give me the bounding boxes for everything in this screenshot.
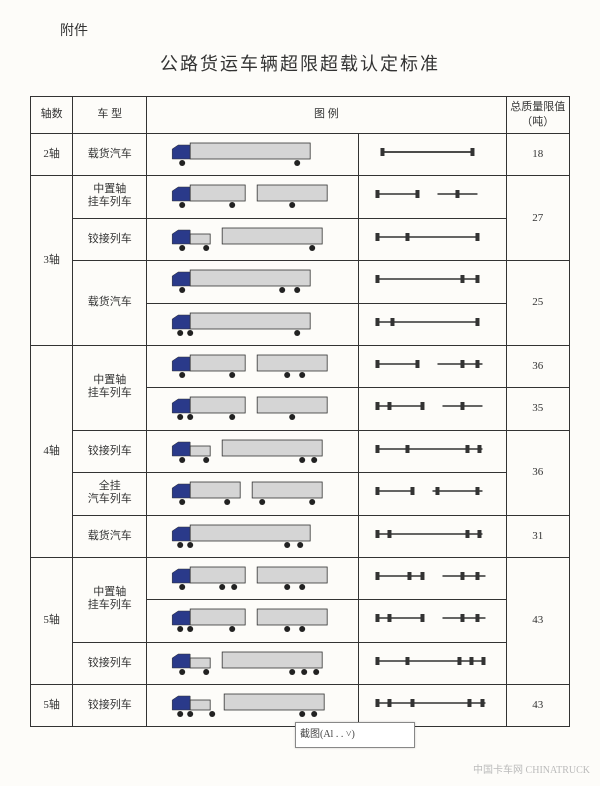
vehicle-type: 铰接列车 xyxy=(73,642,147,684)
truck-illustration xyxy=(147,261,358,303)
col-illustration: 图 例 xyxy=(147,97,506,134)
axle-schematic xyxy=(358,261,506,303)
axle-schematic xyxy=(358,176,506,218)
axle-schematic xyxy=(358,430,506,472)
snip-tool-overlay: 截图(Al . . ˅) xyxy=(295,722,415,748)
axle-schematic xyxy=(358,134,506,176)
table-row: 5轴铰接列车 43 xyxy=(31,685,570,727)
vehicle-type: 中置轴挂车列车 xyxy=(73,345,147,430)
axle-schematic xyxy=(358,303,506,345)
vehicle-type: 载货汽车 xyxy=(73,261,147,346)
truck-illustration xyxy=(147,176,358,218)
table-row: 铰接列车 xyxy=(31,218,570,260)
truck-illustration xyxy=(147,430,358,472)
table-row: 3轴中置轴挂车列车27 xyxy=(31,176,570,218)
axle-schematic xyxy=(358,473,506,515)
weight-limit: 43 xyxy=(506,685,569,727)
col-type: 车 型 xyxy=(73,97,147,134)
truck-illustration xyxy=(147,473,358,515)
truck-illustration xyxy=(147,642,358,684)
truck-illustration xyxy=(147,345,358,387)
truck-illustration xyxy=(147,218,358,260)
table-row: 4轴中置轴挂车列车36 xyxy=(31,345,570,387)
axle-count: 3轴 xyxy=(31,176,73,346)
axle-count: 4轴 xyxy=(31,345,73,557)
vehicle-type: 全挂汽车列车 xyxy=(73,473,147,515)
weight-limit: 25 xyxy=(506,261,569,346)
axle-schematic xyxy=(358,557,506,599)
weight-limit: 31 xyxy=(506,515,569,557)
axle-schematic xyxy=(358,600,506,642)
truck-illustration xyxy=(147,303,358,345)
watermark: 中国卡车网 CHINATRUCK xyxy=(473,761,590,776)
truck-illustration xyxy=(147,557,358,599)
col-limit: 总质量限值（吨） xyxy=(506,97,569,134)
axle-schematic xyxy=(358,388,506,430)
page-title: 公路货运车辆超限超载认定标准 xyxy=(30,50,570,76)
axle-count: 2轴 xyxy=(31,134,73,176)
axle-schematic xyxy=(358,685,506,727)
attachment-label: 附件 xyxy=(60,20,570,40)
weight-limit: 27 xyxy=(506,176,569,261)
weight-limit: 36 xyxy=(506,430,569,515)
vehicle-type: 铰接列车 xyxy=(73,685,147,727)
axle-count: 5轴 xyxy=(31,557,73,684)
truck-illustration xyxy=(147,515,358,557)
table-row: 载货汽车 31 xyxy=(31,515,570,557)
axle-schematic xyxy=(358,642,506,684)
table-row: 2轴载货汽车 18 xyxy=(31,134,570,176)
standards-table: 轴数 车 型 图 例 总质量限值（吨） 2轴载货汽车183轴中置轴挂车列车27铰… xyxy=(30,96,570,727)
weight-limit: 35 xyxy=(506,388,569,430)
table-row: 铰接列车 xyxy=(31,642,570,684)
weight-limit: 36 xyxy=(506,345,569,387)
col-axle: 轴数 xyxy=(31,97,73,134)
vehicle-type: 中置轴挂车列车 xyxy=(73,176,147,218)
weight-limit: 18 xyxy=(506,134,569,176)
weight-limit: 43 xyxy=(506,557,569,684)
vehicle-type: 载货汽车 xyxy=(73,515,147,557)
table-row: 载货汽车25 xyxy=(31,261,570,303)
truck-illustration xyxy=(147,600,358,642)
vehicle-type: 中置轴挂车列车 xyxy=(73,557,147,642)
table-row: 全挂汽车列车 xyxy=(31,473,570,515)
vehicle-type: 载货汽车 xyxy=(73,134,147,176)
axle-schematic xyxy=(358,345,506,387)
axle-count: 5轴 xyxy=(31,685,73,727)
table-row: 铰接列车36 xyxy=(31,430,570,472)
truck-illustration xyxy=(147,685,358,727)
vehicle-type: 铰接列车 xyxy=(73,218,147,260)
axle-schematic xyxy=(358,218,506,260)
axle-schematic xyxy=(358,515,506,557)
truck-illustration xyxy=(147,388,358,430)
vehicle-type: 铰接列车 xyxy=(73,430,147,472)
truck-illustration xyxy=(147,134,358,176)
table-row: 5轴中置轴挂车列车43 xyxy=(31,557,570,599)
